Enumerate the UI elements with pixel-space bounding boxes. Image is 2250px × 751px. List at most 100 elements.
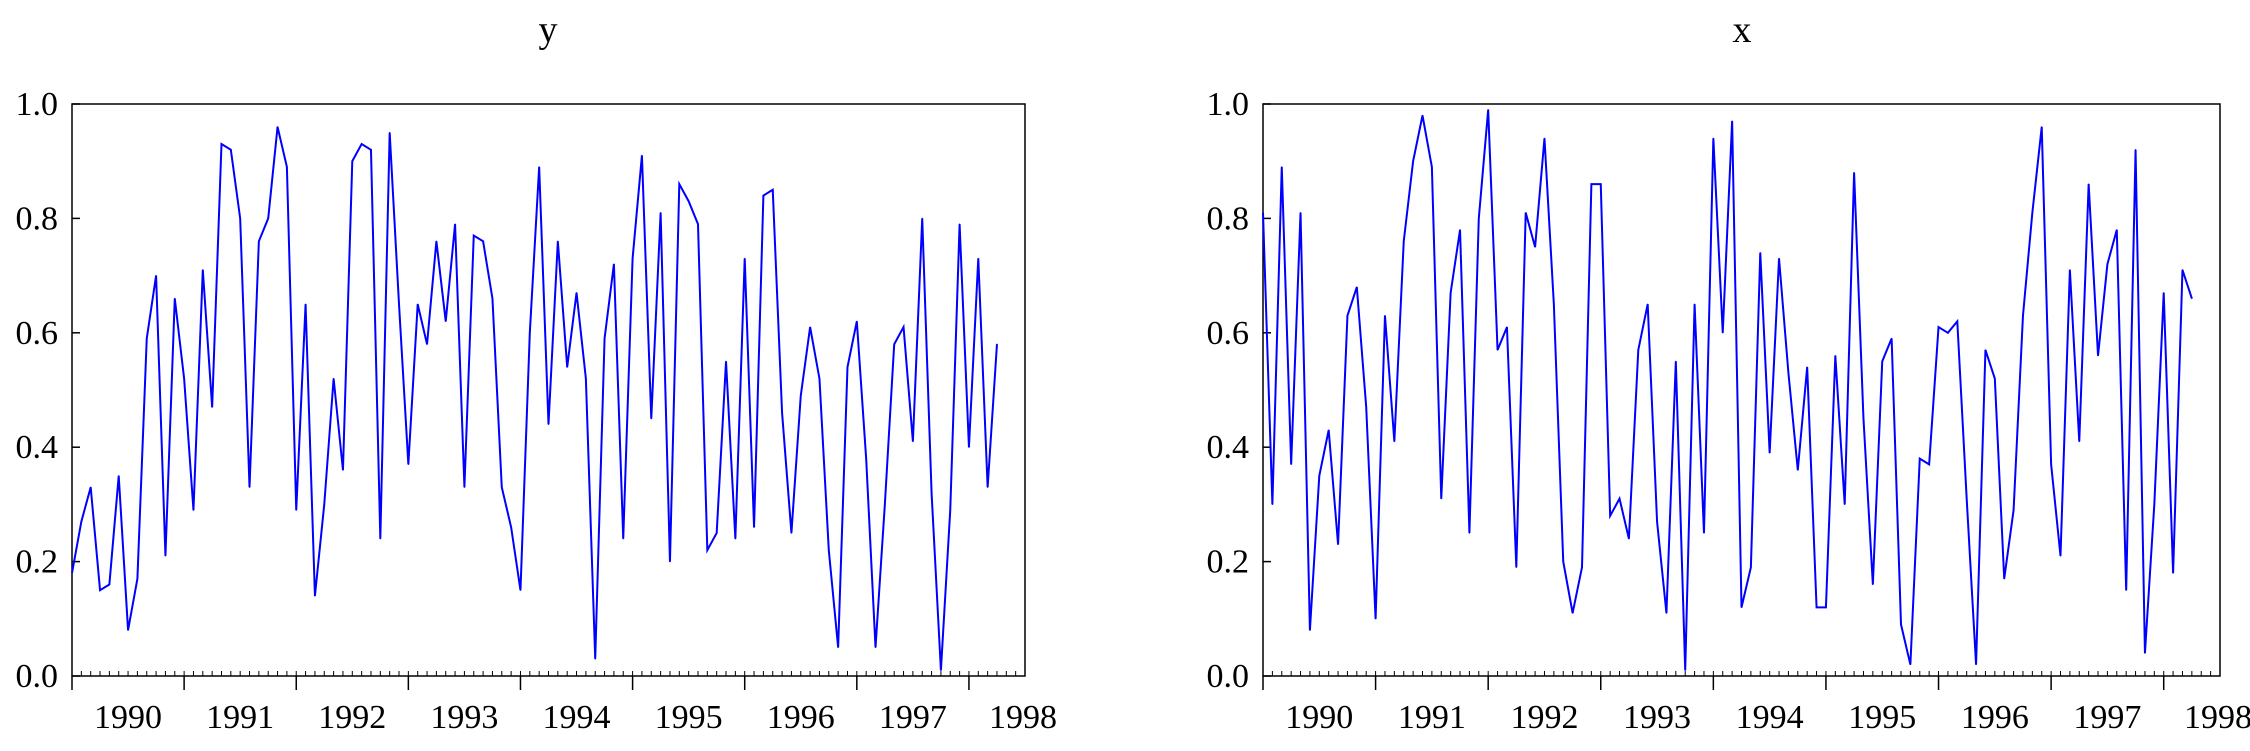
data-point [893,343,895,345]
data-point [90,486,92,488]
data-point [716,532,718,534]
data-point [192,509,195,511]
data-point [856,320,858,322]
data-point [1478,217,1480,219]
data-point [594,658,596,660]
data-point [333,377,335,380]
data-point [669,561,671,563]
data-point [2116,229,2118,231]
x-tick-label: 1990 [1285,699,1353,736]
data-point [2069,269,2071,271]
data-point [1759,252,1761,254]
data-point [146,337,148,340]
data-point [1450,292,1452,294]
data-point [164,555,167,557]
data-point [1891,337,1893,340]
series-line-y [71,126,998,671]
data-point [417,303,419,305]
data-point [1262,212,1264,214]
data-point [622,538,624,540]
data-point [1778,257,1780,260]
chart-title-x: x [1733,9,1752,51]
data-point [697,223,699,225]
y-tick-label: 1.0 [1207,86,1250,123]
data-point [248,486,251,488]
data-point [71,572,73,574]
data-point [968,446,970,448]
data-point [1956,320,1958,322]
series-line-x [1262,109,2193,671]
data-point [1731,120,1733,122]
y-tick-label: 0.4 [16,429,59,466]
data-point [828,549,830,551]
data-point [930,492,933,494]
data-point [1703,532,1705,534]
data-point [2078,440,2080,443]
data-point [800,395,802,397]
data-point [463,486,466,488]
data-point [1346,315,1349,317]
data-point [1628,538,1630,540]
x-tick-label: 1996 [767,699,835,736]
data-point [342,469,344,471]
data-point [1515,566,1517,568]
data-point [510,526,512,528]
data-point [304,303,307,305]
x-tick-label: 1990 [94,699,162,736]
y-tick-label: 0.8 [16,200,59,237]
data-point [1572,612,1574,614]
x-tick-label: 1995 [655,699,723,736]
data-point [1468,532,1471,534]
data-point [1421,114,1424,117]
data-point [902,326,905,328]
data-point [688,200,690,202]
data-point [1769,452,1771,454]
data-point [454,223,456,225]
data-point [949,509,951,511]
data-point [837,646,839,649]
data-point [1365,406,1367,408]
data-point [744,257,746,260]
y-tick-label: 0.0 [1207,658,1250,695]
data-point [1590,183,1592,185]
data-point [1384,315,1386,317]
data-point [1600,183,1602,185]
data-point [473,234,475,237]
data-point [239,217,241,219]
data-point [1496,349,1499,351]
x-tick-label: 1991 [1398,699,1466,736]
data-point [1487,109,1489,111]
data-point [351,160,353,162]
x-tick-label: 1993 [430,699,498,736]
x-tick-label: 1998 [2184,699,2250,736]
data-point [1281,166,1283,168]
data-point [959,223,961,225]
x-tick-label: 1997 [879,699,947,736]
data-point [2181,269,2184,271]
y-tick-label: 1.0 [16,86,59,123]
data-point [734,538,736,540]
data-point [1862,418,1865,420]
data-point [1947,332,1949,334]
data-point [2031,212,2033,214]
data-point [1937,326,1940,328]
data-point [1543,137,1546,139]
data-point [1328,429,1330,431]
data-point [996,343,998,345]
data-point [575,292,578,294]
data-point [1393,440,1395,443]
data-point [660,212,662,214]
data-point [613,263,615,265]
data-point [1440,498,1442,500]
data-point [183,377,185,380]
data-point [445,320,447,322]
x-tick-label: 1991 [206,699,274,736]
data-point [220,143,223,145]
data-point [258,240,260,242]
data-point [1975,663,1977,666]
data-point [1609,515,1611,517]
data-point [1834,355,1836,357]
data-point [202,269,204,271]
x-tick-label: 1996 [1961,699,2029,736]
data-point [529,332,531,334]
